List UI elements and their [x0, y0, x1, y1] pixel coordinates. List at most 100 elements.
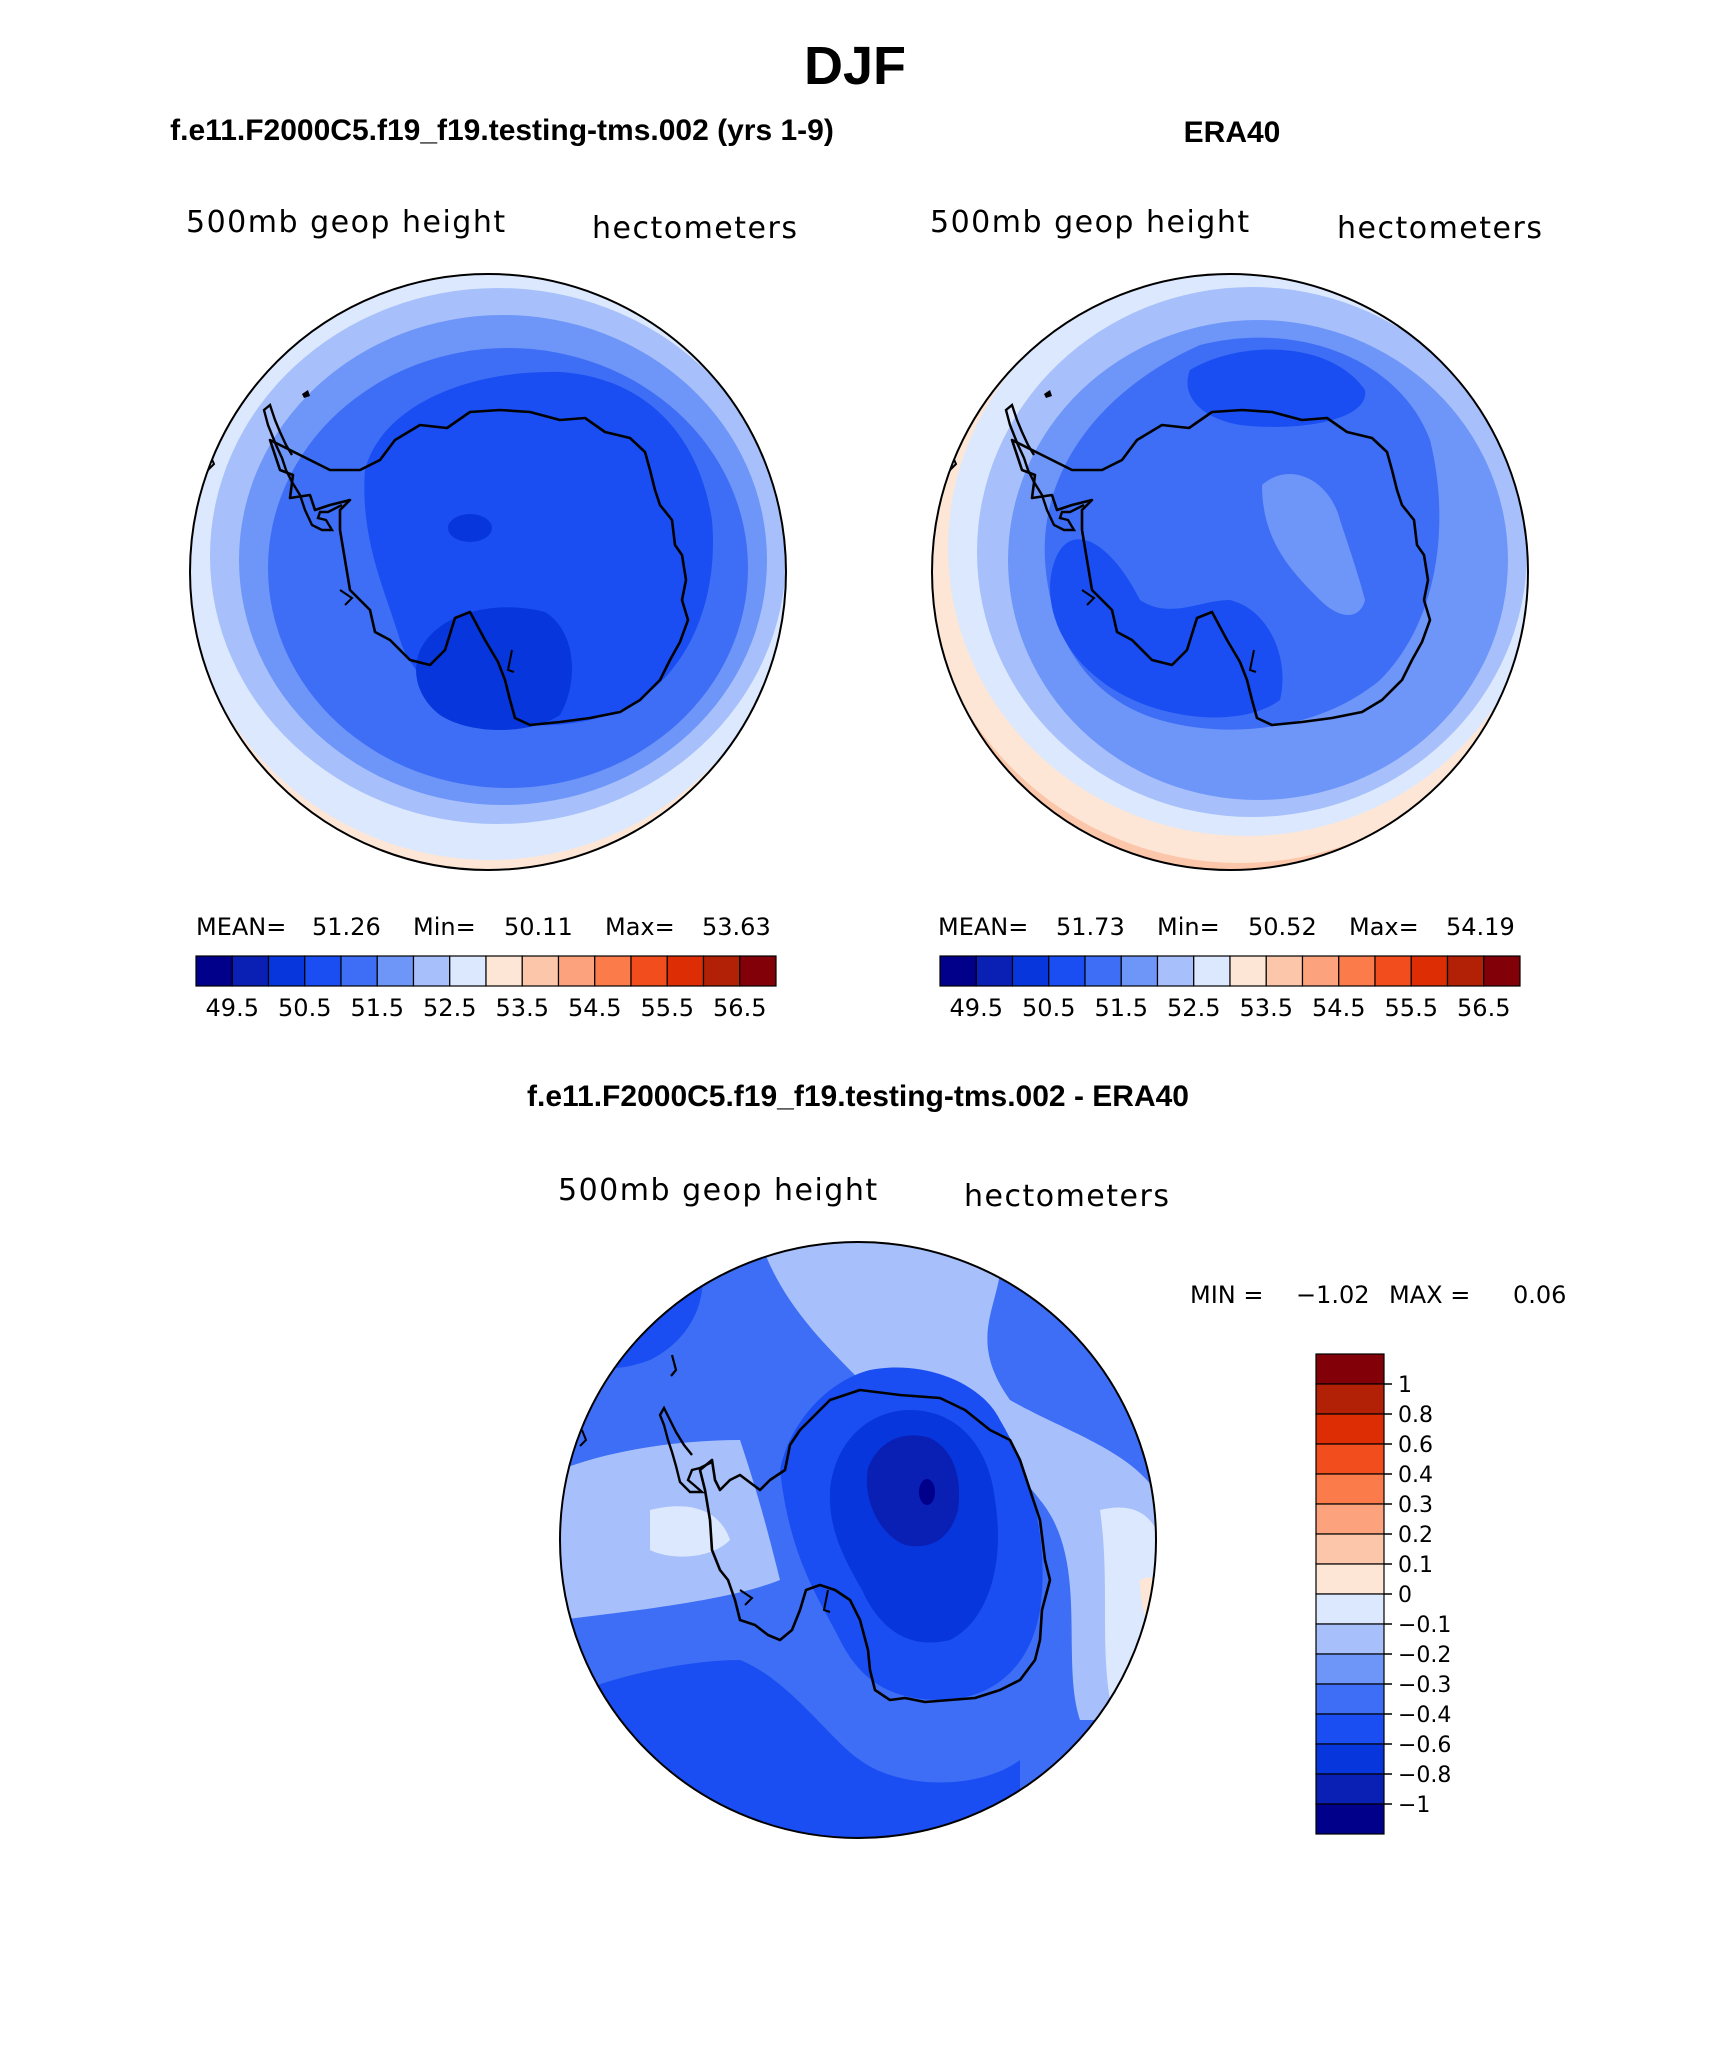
field-band-2 [760, 1242, 1156, 1720]
panel-obs-field [932, 274, 1528, 870]
island-4 [339, 589, 354, 606]
stat-max-value: 0.06 [1513, 1281, 1566, 1309]
colorbar-tick-label: 49.5 [206, 994, 259, 1022]
island-2 [579, 1429, 588, 1447]
colorbar-tick-label: 53.5 [1240, 994, 1293, 1022]
colorbar-tick-label: 51.5 [351, 994, 404, 1022]
colorbar-tick-label: 53.5 [496, 994, 549, 1022]
field-band-13 [919, 1479, 935, 1505]
panel-diff-variable-label: 500mb geop height [558, 1173, 879, 1208]
island-4 [1081, 589, 1096, 606]
panel-obs-variable-label: 500mb geop height [930, 205, 1251, 240]
colorbar-tick-label: 56.5 [1457, 994, 1510, 1022]
field-band-7 [1140, 1577, 1156, 1650]
stat-max-label: Max= [1349, 913, 1419, 941]
colorbar-swatch [1120, 955, 1159, 987]
stat-min-value: 50.52 [1248, 913, 1317, 941]
colorbar-swatch [231, 955, 270, 987]
colorbar-tick-label: −0.3 [1398, 1673, 1451, 1698]
colorbar-tick-label: 1 [1398, 1373, 1412, 1398]
panel-model-variable-label: 500mb geop height [186, 205, 507, 240]
colorbar-swatch [521, 955, 560, 987]
colorbar-tick-label: 0.2 [1398, 1523, 1433, 1548]
stat-max-value: 54.19 [1446, 913, 1515, 941]
colorbar-swatch [1048, 955, 1086, 987]
colorbar-swatch [1315, 1653, 1385, 1685]
colorbar-tick-label: 54.5 [1312, 994, 1365, 1022]
colorbar-tick-label: −0.6 [1398, 1733, 1451, 1758]
panel-model-units-label: hectometers [592, 211, 798, 246]
colorbar-swatch [1446, 955, 1485, 987]
colorbar-tick-label: 52.5 [423, 994, 476, 1022]
panel-obs-map-border [931, 273, 1529, 871]
field-band-8 [448, 514, 492, 542]
colorbar-tick-label: 56.5 [713, 994, 766, 1022]
island-1 [302, 390, 310, 398]
field-band-7 [1050, 539, 1283, 718]
stat-mean-value: 51.26 [312, 913, 381, 941]
colorbar-swatch [1315, 1743, 1385, 1775]
panel-obs: ERA40 500mb geop height hectometers MEAN… [930, 116, 1543, 1022]
colorbar-tick-label: 0.4 [1398, 1463, 1433, 1488]
colorbar-tick-label: 51.5 [1095, 994, 1148, 1022]
panel-diff-colorbar-ticks: 1 0.8 0.6 0.4 0.3 0.2 0.1 0 −0.1 −0.2 −0.3 −0.4 −0.6… [1384, 1373, 1451, 1818]
figure-title: DJF [804, 36, 906, 96]
colorbar-swatch [975, 955, 1014, 987]
colorbar-tick-label: −0.2 [1398, 1643, 1451, 1668]
colorbar-tick-label: 50.5 [1022, 994, 1075, 1022]
colorbar-swatch [739, 955, 777, 987]
antarctica-coastline [698, 1388, 1052, 1704]
island-1 [1044, 390, 1052, 398]
colorbar-swatch [1338, 955, 1376, 987]
colorbar-tick-label: 0.6 [1398, 1433, 1433, 1458]
colorbar-swatch [1193, 955, 1231, 987]
colorbar-tick-label: 55.5 [1385, 994, 1438, 1022]
antarctic-peninsula [262, 402, 343, 532]
panel-obs-colorbar [939, 955, 1521, 987]
colorbar-swatch [1229, 955, 1267, 987]
colorbar-swatch [1315, 1353, 1385, 1385]
colorbar-swatch [304, 955, 342, 987]
panel-diff: f.e11.F2000C5.f19_f19.testing-tms.002 - … [527, 1080, 1566, 1839]
colorbar-tick-label: 49.5 [950, 994, 1003, 1022]
island-3 [822, 1589, 831, 1613]
colorbar-swatch [1410, 955, 1449, 987]
island-3 [506, 649, 515, 673]
island-1 [670, 1354, 678, 1377]
colorbar-tick-label: −1 [1398, 1793, 1430, 1818]
panel-diff-units-label: hectometers [964, 1179, 1170, 1214]
panel-diff-title: f.e11.F2000C5.f19_f19.testing-tms.002 - … [527, 1080, 1189, 1113]
stat-mean-label: MEAN= [938, 913, 1028, 941]
colorbar-swatch [702, 955, 741, 987]
colorbar-swatch [1315, 1563, 1385, 1595]
colorbar-swatch [1315, 1683, 1385, 1715]
colorbar-tick-label: 0.8 [1398, 1403, 1433, 1428]
colorbar-swatch [485, 955, 523, 987]
colorbar-swatch [1156, 955, 1195, 987]
colorbar-swatch [1315, 1413, 1385, 1445]
colorbar-swatch [1011, 955, 1050, 987]
colorbar-tick-label: 0.3 [1398, 1493, 1433, 1518]
panel-model-stats: MEAN= 51.26 Min= 50.11 Max= 53.63 [196, 913, 771, 941]
stat-mean-value: 51.73 [1056, 913, 1125, 941]
colorbar-tick-label: 50.5 [278, 994, 331, 1022]
panel-obs-units-label: hectometers [1337, 211, 1543, 246]
colorbar-swatch [594, 955, 632, 987]
field-band-8 [1187, 349, 1366, 427]
colorbar-swatch [1315, 1803, 1385, 1835]
colorbar-swatch [1483, 955, 1521, 987]
colorbar-swatch [666, 955, 705, 987]
stat-max-label: Max= [605, 913, 675, 941]
colorbar-swatch [412, 955, 451, 987]
colorbar-swatch [1315, 1593, 1385, 1625]
field-band-7 [416, 607, 572, 730]
panel-obs-coastline [949, 390, 1432, 727]
colorbar-swatch [1315, 1533, 1385, 1565]
field-band-12 [866, 1435, 960, 1547]
colorbar-tick-label: 0.1 [1398, 1553, 1433, 1578]
panel-model-field [190, 274, 786, 870]
colorbar-swatch [1265, 955, 1304, 987]
panel-diff-colorbar [1315, 1353, 1385, 1835]
colorbar-swatch [1315, 1713, 1385, 1745]
